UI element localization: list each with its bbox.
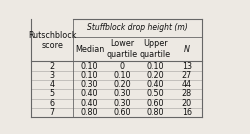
Text: 16: 16 <box>182 108 192 117</box>
Text: 20: 20 <box>182 99 192 108</box>
Text: 0.30: 0.30 <box>114 99 131 108</box>
Text: 3: 3 <box>50 71 54 80</box>
Text: 0.10: 0.10 <box>146 62 164 71</box>
Text: 44: 44 <box>182 80 192 89</box>
Text: 0.80: 0.80 <box>80 108 98 117</box>
Text: 0: 0 <box>120 62 125 71</box>
Text: 6: 6 <box>50 99 54 108</box>
Text: 28: 28 <box>182 90 192 98</box>
Text: 5: 5 <box>50 90 55 98</box>
Text: 27: 27 <box>182 71 192 80</box>
Text: Lower
quartile: Lower quartile <box>107 39 138 59</box>
Text: 4: 4 <box>50 80 54 89</box>
Text: 7: 7 <box>50 108 55 117</box>
Text: 0.30: 0.30 <box>114 90 131 98</box>
Text: Upper
quartile: Upper quartile <box>140 39 171 59</box>
Text: 0.60: 0.60 <box>114 108 131 117</box>
Text: 0.10: 0.10 <box>114 71 131 80</box>
Text: 0.80: 0.80 <box>146 108 164 117</box>
Text: 2: 2 <box>50 62 55 71</box>
Text: 0.40: 0.40 <box>80 99 98 108</box>
Text: 0.60: 0.60 <box>146 99 164 108</box>
Text: Rutschblock
score: Rutschblock score <box>28 31 76 50</box>
Text: 0.40: 0.40 <box>80 90 98 98</box>
Text: 0.50: 0.50 <box>146 90 164 98</box>
Text: Median: Median <box>75 45 104 54</box>
Text: Stuffblock drop height (m): Stuffblock drop height (m) <box>87 23 188 32</box>
Text: N: N <box>184 45 190 54</box>
Text: 13: 13 <box>182 62 192 71</box>
Text: 0.30: 0.30 <box>80 80 98 89</box>
Text: 0.20: 0.20 <box>114 80 131 89</box>
Text: 0.40: 0.40 <box>146 80 164 89</box>
Text: 0.10: 0.10 <box>80 71 98 80</box>
Text: 0.20: 0.20 <box>146 71 164 80</box>
Text: 0.10: 0.10 <box>80 62 98 71</box>
